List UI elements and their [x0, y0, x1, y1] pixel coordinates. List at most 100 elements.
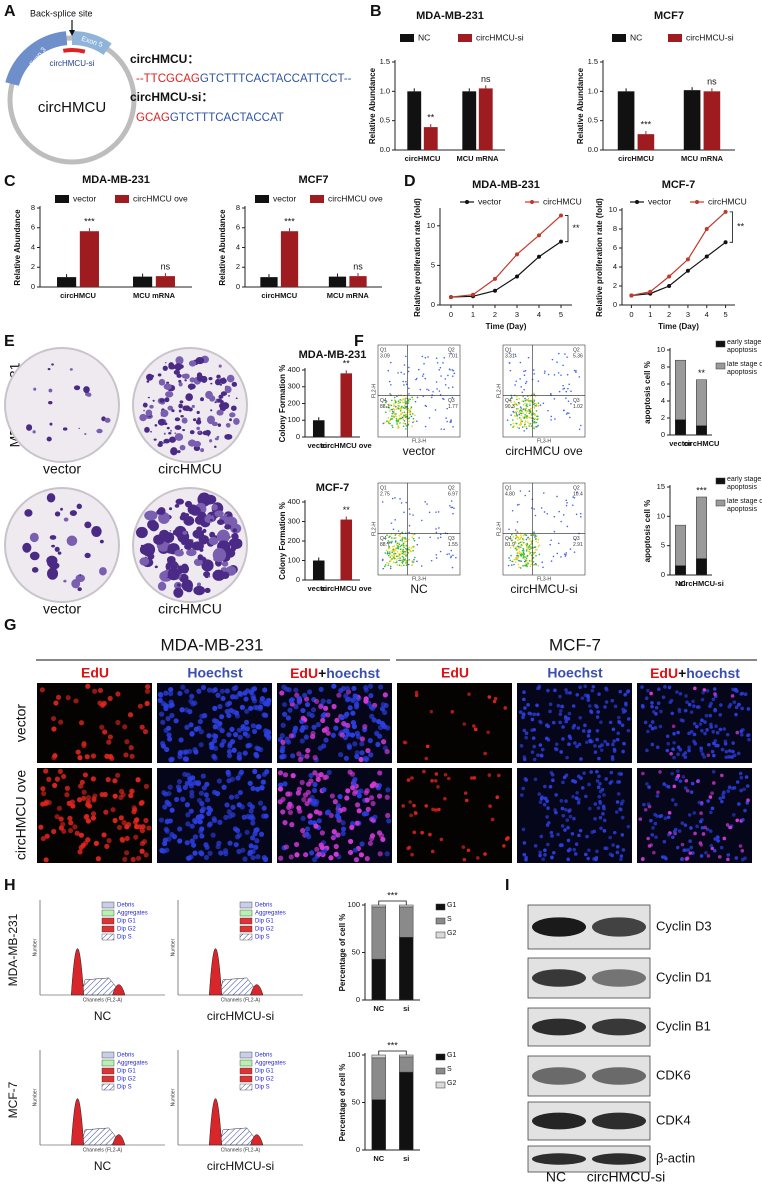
flow-event	[431, 397, 433, 399]
colony	[192, 405, 195, 408]
legend-label: G1	[447, 1052, 467, 1060]
nucleus	[227, 809, 232, 814]
nucleus	[666, 742, 670, 746]
colony	[148, 397, 150, 398]
flow-event	[425, 405, 427, 407]
flow-event	[515, 529, 517, 531]
nucleus	[159, 817, 164, 822]
flow-event	[568, 412, 570, 414]
panel-letter: C	[4, 173, 16, 190]
flow-event	[554, 374, 556, 376]
colony	[215, 437, 219, 440]
colony	[229, 412, 235, 417]
nucleus	[334, 718, 339, 723]
nucleus	[573, 741, 577, 745]
nucleus	[300, 738, 305, 743]
nucleus	[672, 724, 676, 728]
flow-event	[528, 548, 530, 550]
nucleus	[139, 800, 144, 805]
nucleus	[428, 833, 432, 837]
flow-event	[397, 557, 399, 559]
legend-label: vector	[273, 193, 296, 203]
flow-event	[422, 356, 424, 358]
nucleus	[211, 688, 216, 693]
legend-swatch	[255, 195, 269, 203]
flow-event	[569, 417, 571, 419]
flow-event	[562, 365, 564, 367]
annotation: **	[572, 223, 580, 233]
nucleus	[244, 720, 249, 725]
nucleus	[599, 827, 603, 831]
nucleus	[355, 697, 360, 702]
flow-event	[550, 419, 552, 421]
nucleus	[653, 813, 657, 817]
nucleus	[559, 712, 563, 716]
series-line	[451, 242, 561, 297]
flow-event	[507, 419, 509, 421]
nucleus	[538, 854, 542, 858]
colony	[229, 418, 232, 421]
flow-event	[508, 528, 510, 530]
flow-event	[391, 541, 393, 543]
flow-event	[529, 545, 531, 547]
flow-event	[440, 367, 442, 369]
nucleus	[199, 791, 204, 796]
nucleus	[172, 834, 177, 839]
nucleus	[591, 830, 595, 834]
nucleus	[341, 826, 346, 831]
colony	[173, 588, 183, 598]
flow-event	[526, 381, 528, 383]
y-tick-label: 4	[31, 242, 35, 251]
flow-event	[515, 557, 517, 559]
nucleus	[40, 687, 45, 692]
legend-swatch	[310, 195, 324, 203]
nucleus	[618, 690, 622, 694]
nucleus	[222, 785, 227, 790]
nucleus	[543, 785, 547, 789]
nucleus	[68, 828, 73, 833]
flow-event	[396, 559, 398, 561]
stain-label: EdU+hoechst	[290, 665, 380, 681]
nucleus	[696, 780, 700, 784]
nucleus	[617, 772, 621, 776]
nucleus	[206, 806, 211, 811]
seq1-blue: GTCTTTCACTACCATTCCT--	[200, 73, 352, 85]
nucleus	[531, 718, 535, 722]
flow-event	[427, 356, 429, 358]
flow-event	[440, 551, 442, 553]
point	[724, 210, 728, 214]
flow-event	[408, 410, 410, 412]
flow-event	[538, 539, 540, 541]
colony	[77, 504, 82, 509]
x-tick-label: 2	[493, 310, 497, 319]
x-tick-label: circHMCU ove	[321, 441, 372, 450]
micrograph	[397, 768, 512, 863]
nucleus	[546, 823, 550, 827]
nucleus	[710, 791, 714, 795]
flow-event	[390, 384, 392, 386]
nucleus	[495, 795, 499, 799]
lane-label: circHMCU-si	[587, 1169, 666, 1185]
protein-label: Cyclin D1	[656, 969, 712, 984]
y-tick-label: 4	[661, 396, 665, 405]
nucleus	[381, 739, 386, 744]
nucleus	[115, 720, 120, 725]
hist-g1-peak	[71, 1098, 84, 1145]
nucleus	[193, 749, 198, 754]
flow-event	[409, 525, 411, 527]
flow-event	[541, 507, 543, 509]
nucleus	[43, 768, 48, 773]
nucleus	[101, 832, 106, 837]
nucleus	[572, 704, 576, 708]
nucleus	[140, 828, 145, 833]
flow-event	[401, 502, 403, 504]
flow-event	[517, 426, 519, 428]
nucleus	[332, 829, 337, 834]
colony	[105, 418, 111, 423]
nucleus	[522, 828, 526, 832]
bar	[57, 277, 76, 287]
flow-event	[515, 402, 517, 404]
flow-event	[394, 405, 396, 407]
nucleus	[693, 733, 697, 737]
flow-event	[579, 428, 581, 430]
